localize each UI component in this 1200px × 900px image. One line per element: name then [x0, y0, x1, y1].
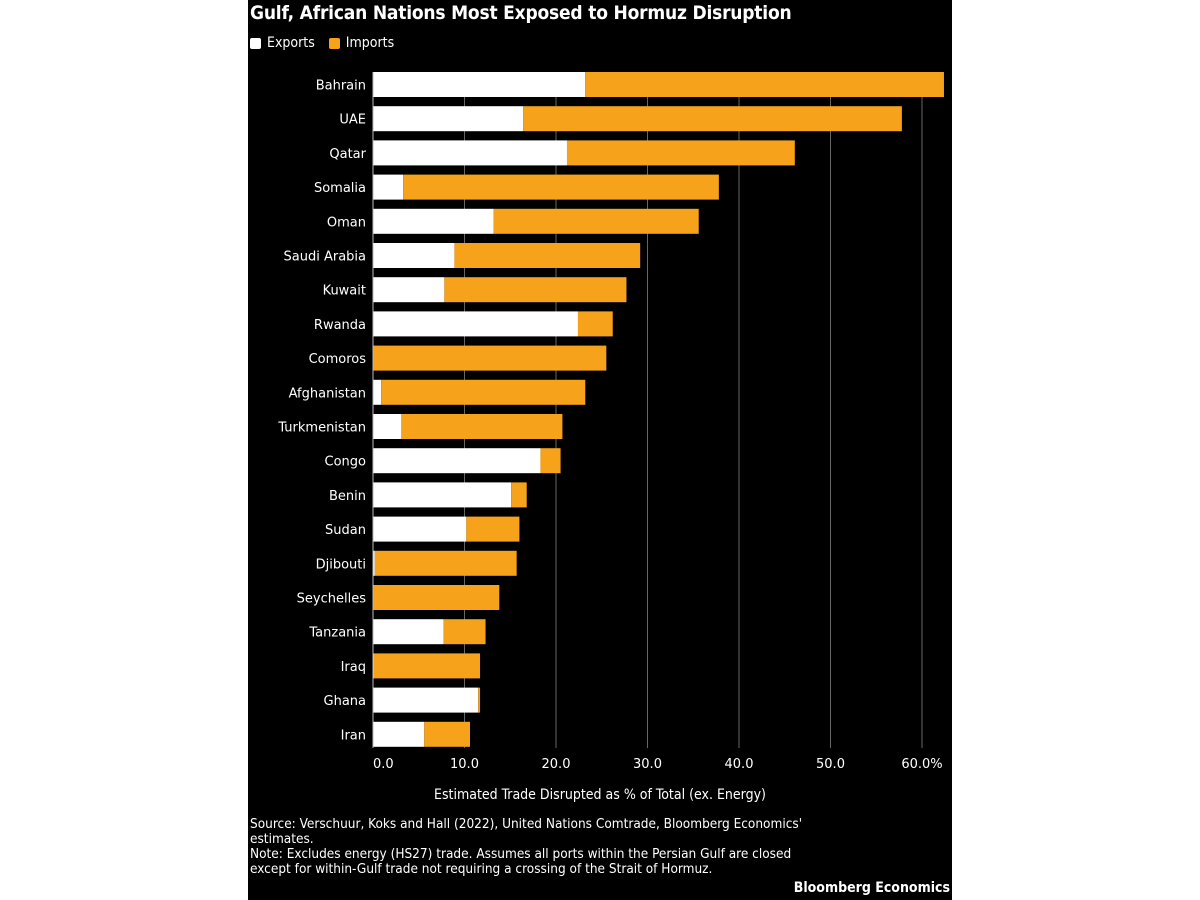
bar-imports — [373, 585, 500, 610]
bar-imports — [585, 72, 944, 97]
legend-item-exports: Exports — [250, 35, 315, 51]
source-note: Source: Verschuur, Koks and Hall (2022),… — [250, 816, 803, 847]
category-label: Qatar — [329, 147, 366, 162]
bar-imports — [374, 550, 517, 576]
bar-exports — [373, 414, 402, 439]
legend-swatch-imports — [328, 37, 340, 49]
bar-imports — [424, 721, 470, 747]
category-label: Saudi Arabia — [284, 250, 367, 265]
legend-item-imports: Imports — [328, 35, 395, 51]
bar-exports — [373, 550, 375, 576]
legend-label-exports: Exports — [267, 35, 315, 51]
category-label: Sudan — [325, 523, 366, 538]
bar-imports — [523, 106, 902, 132]
x-tick-label: 30.0 — [633, 757, 662, 772]
bar-imports — [454, 243, 641, 268]
bar-imports — [401, 414, 563, 439]
chart-title: Gulf, African Nations Most Exposed to Ho… — [250, 2, 792, 24]
category-label: Bahrain — [316, 79, 366, 94]
bar-exports — [373, 516, 467, 542]
category-label: Rwanda — [314, 318, 366, 333]
bar-exports — [373, 174, 404, 200]
category-label: Turkmenistan — [277, 421, 366, 436]
category-label: UAE — [339, 113, 366, 128]
bar-imports — [403, 174, 719, 200]
x-axis-label: Estimated Trade Disrupted as % of Total … — [434, 787, 766, 803]
bar-imports — [444, 277, 627, 303]
bar-exports — [373, 243, 455, 268]
bar-exports — [373, 379, 382, 405]
bar-exports — [373, 72, 586, 97]
bar-chart: 0.0 10.0 20.0 30.0 40.0 50.0 60.0% Bahrain UAE Qa… — [277, 72, 944, 772]
x-tick-label: 10.0 — [450, 757, 479, 772]
bar-imports — [540, 448, 561, 474]
category-label: Comoros — [309, 352, 367, 367]
category-label: Oman — [327, 215, 366, 230]
bar-imports — [566, 140, 795, 166]
category-label: Iraq — [341, 660, 366, 675]
category-label: Congo — [325, 455, 367, 470]
category-label: Kuwait — [323, 284, 366, 299]
bar-imports — [443, 619, 486, 645]
category-label: Ghana — [324, 694, 367, 709]
methodology-note: Note: Excludes energy (HS27) trade. Assu… — [250, 846, 792, 877]
bar-exports — [373, 277, 445, 303]
category-label: Benin — [329, 489, 366, 504]
bar-exports — [373, 140, 567, 166]
x-tick-label: 50.0 — [816, 757, 845, 772]
legend: Exports Imports — [250, 35, 394, 51]
x-tick-label: 0.0 — [373, 757, 394, 772]
x-tick-label: 20.0 — [542, 757, 571, 772]
bar-imports — [511, 482, 527, 508]
bar-exports — [373, 482, 512, 508]
category-label: Afghanistan — [289, 386, 366, 401]
x-tick-label: 60.0% — [901, 757, 942, 772]
category-label: Tanzania — [308, 626, 366, 641]
bar-exports — [373, 619, 444, 645]
bar-imports — [373, 653, 481, 679]
footnotes: Source: Verschuur, Koks and Hall (2022),… — [250, 817, 810, 877]
chart-panel: Gulf, African Nations Most Exposed to Ho… — [248, 0, 952, 900]
legend-swatch-exports — [250, 37, 261, 49]
bar-imports — [493, 208, 699, 234]
bar-imports — [381, 379, 586, 405]
bar-imports — [466, 516, 520, 542]
legend-label-imports: Imports — [345, 35, 395, 51]
bar-imports — [373, 345, 607, 371]
category-label: Somalia — [314, 181, 366, 196]
x-tick-label: 40.0 — [725, 757, 754, 772]
brand-label: Bloomberg Economics — [793, 880, 950, 896]
category-label: Seychelles — [297, 592, 367, 607]
bar-exports — [373, 448, 541, 474]
bar-imports — [577, 311, 613, 337]
category-label: Djibouti — [316, 557, 366, 572]
bar-exports — [373, 106, 524, 132]
bar-imports — [478, 687, 481, 713]
bar-exports — [373, 311, 578, 337]
bar-exports — [373, 687, 479, 713]
bar-exports — [373, 208, 494, 234]
category-label: Iran — [341, 728, 366, 743]
bar-exports — [373, 721, 425, 747]
